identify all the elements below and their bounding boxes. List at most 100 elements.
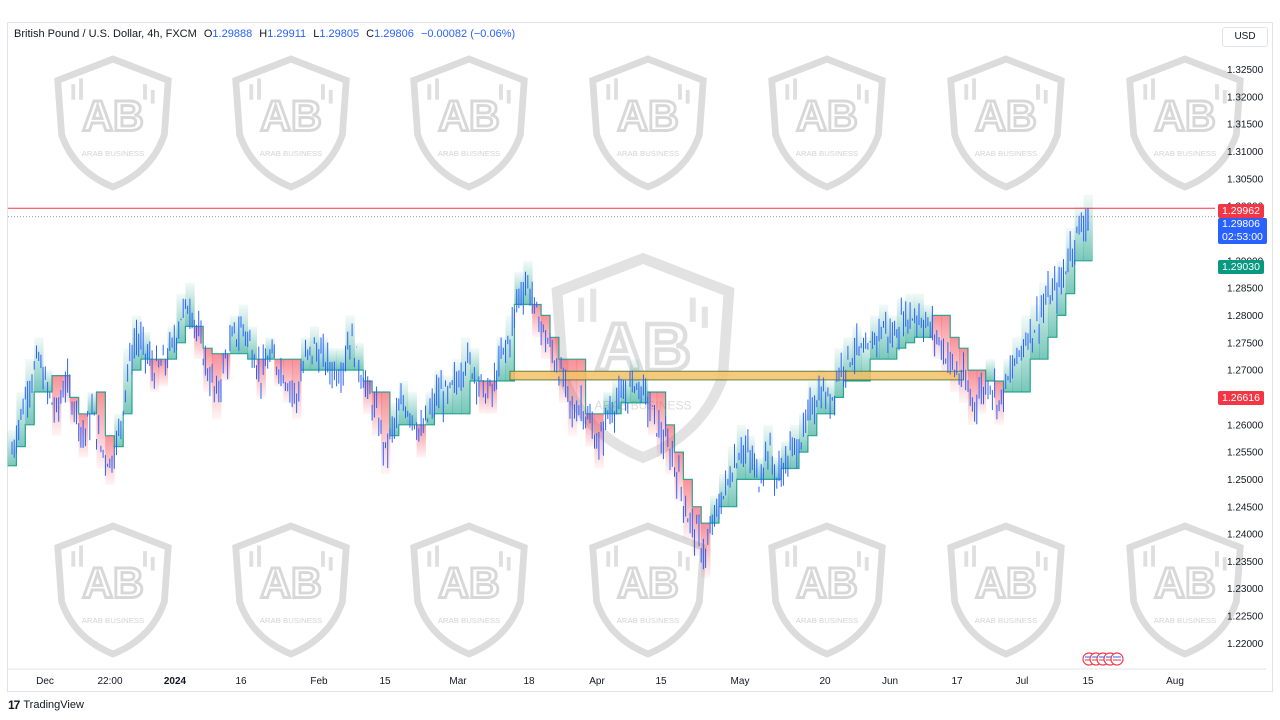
bullish-fill [879,304,889,360]
bullish-fill [1012,337,1022,392]
watermark-logo [414,59,524,187]
bearish-fill [674,452,684,502]
price-tick-label: 1.32000 [1227,92,1264,103]
price-tick-label: 1.31000 [1227,147,1264,158]
bearish-fill [283,359,293,403]
trailing-stop-fill [7,194,1093,578]
time-tick-label: Dec [36,676,54,687]
price-tick-label: 1.25500 [1227,448,1264,459]
price-candles [11,208,1089,570]
close-value: 1.29806 [374,28,414,40]
price-tick-label: 1.23500 [1227,557,1264,568]
current-price-value: 1.29806 [1222,218,1260,230]
price-axis[interactable]: 1.330001.325001.320001.315001.310001.305… [1227,38,1264,650]
bearish-fill [941,315,951,376]
price-tick-label: 1.28000 [1227,311,1264,322]
bullish-fill [772,457,782,480]
bearish-fill [220,353,231,382]
support-level-badge: 1.26616 [1218,391,1264,405]
bearish-fill [683,479,693,540]
time-tick-label: Jun [882,676,898,687]
brand-name: TradingView [23,699,84,711]
time-tick-label: 15 [655,676,667,687]
chart-frame [7,22,1273,692]
bullish-fill [407,391,418,425]
watermark-logo [58,59,168,187]
time-tick-label: Aug [1166,676,1184,687]
watermark-logo [951,59,1061,187]
time-tick-label: 15 [1082,676,1094,687]
trailing-stop-line [7,260,1093,524]
watermark-logo [58,526,168,654]
bullish-fill [754,457,764,480]
bullish-fill [336,348,346,371]
watermark-logo [593,59,703,187]
bullish-fill [861,337,871,382]
green-level-badge: 1.29030 [1218,260,1264,274]
watermark-layer [58,59,1240,654]
bullish-fill [985,359,996,382]
symbol-title: British Pound / U.S. Dollar, 4h, FXCM [14,28,197,40]
watermark-logo [951,526,1061,654]
time-axis[interactable]: Dec 22:00 2024 16 Feb 15 Mar 18 Apr 15 May 20 Jun 17 J… [8,668,1266,687]
open-label: O [203,28,213,40]
bullish-fill [603,391,613,414]
close-label: C [366,28,375,40]
bearish-fill [950,337,960,392]
price-tick-label: 1.23000 [1227,584,1264,595]
bullish-fill [43,370,53,392]
bullish-fill [345,315,355,371]
time-tick-label: Jul [1016,676,1029,687]
watermark-logo [593,526,703,654]
bullish-fill [1047,271,1058,338]
time-tick-label: Apr [589,676,605,687]
zone-rect [509,370,964,381]
bullish-fill [514,271,524,305]
time-tick-label: 18 [523,676,535,687]
tradingview-logo-icon: 17 [8,698,20,712]
price-tick-label: 1.32500 [1227,65,1264,76]
currency-selector[interactable]: USD [1222,27,1268,47]
bullish-fill [469,348,480,382]
symbol-header: British Pound / U.S. Dollar, 4h, FXCM O1… [14,28,515,40]
event-flag-icon [1110,652,1124,666]
time-tick-label: 17 [951,676,963,687]
watermark-logo [236,526,346,654]
bearish-fill [647,391,658,436]
watermark-logo [1130,59,1240,187]
price-tick-label: 1.28500 [1227,284,1264,295]
price-tick-label: 1.27000 [1227,366,1264,377]
bullish-fill [896,299,907,349]
watermark-logo [236,59,346,187]
footer-brand[interactable]: 17 TradingView [8,698,84,712]
watermark-logo [772,59,882,187]
bullish-fill [247,326,257,360]
events-icon[interactable] [1082,652,1124,666]
bullish-fill [354,342,364,371]
low-label: L [313,28,320,40]
time-tick-label: Feb [310,676,328,687]
bullish-fill [140,331,151,360]
price-tick-label: 1.30500 [1227,174,1264,185]
bullish-fill [718,473,729,507]
time-tick-label: 2024 [164,676,187,687]
bearish-fill [416,424,426,458]
open-value: 1.29888 [212,28,253,40]
price-tick-label: 1.24500 [1227,502,1264,513]
change-value: −0.00082 (−0.06%) [420,28,516,40]
price-levels [8,207,1215,218]
bearish-fill [550,337,560,382]
price-tick-label: 1.27500 [1227,338,1264,349]
bearish-fill [478,381,489,414]
bearish-fill [381,391,391,474]
bearish-fill [194,326,204,360]
bullish-fill [309,326,320,371]
watermark-logo [772,526,882,654]
bullish-fill [327,348,337,371]
price-tick-label: 1.25000 [1227,475,1264,486]
time-tick-label: May [731,676,750,687]
bullish-fill [630,359,640,403]
bearish-fill [292,359,302,420]
bullish-fill [34,337,44,392]
